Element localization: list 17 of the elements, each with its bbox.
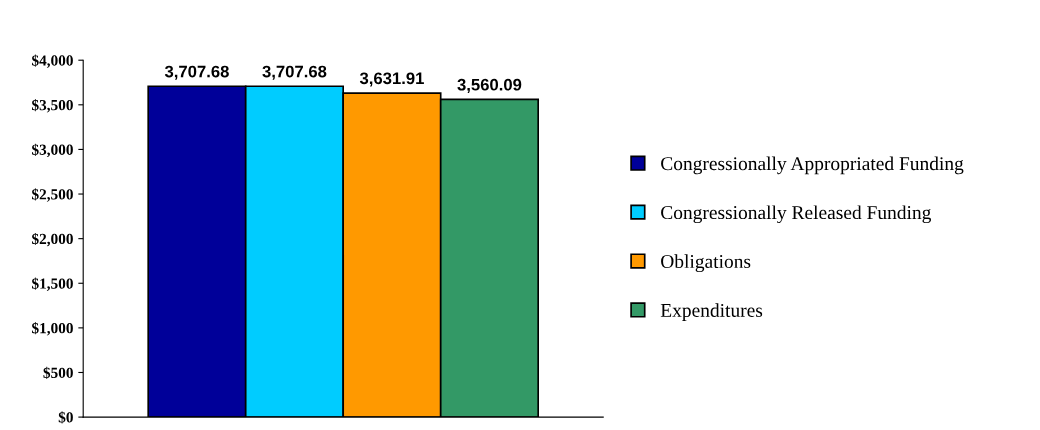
y-tick-label: $1,000 xyxy=(32,322,73,336)
y-tick-label: $500 xyxy=(43,366,73,379)
y-tick-label: $2,500 xyxy=(32,188,73,202)
data-label: 3,631.91 xyxy=(359,72,424,87)
data-label: 3,707.68 xyxy=(262,65,327,80)
data-label: 3,707.68 xyxy=(164,65,229,80)
legend-label: Expenditures xyxy=(660,303,763,321)
y-tick-label: $1,500 xyxy=(32,277,73,291)
legend-label: Congressionally Appropriated Funding xyxy=(661,156,964,175)
y-tick-label: $2,000 xyxy=(32,232,73,247)
legend-label: Congressionally Released Funding xyxy=(661,205,932,224)
data-label: 3,560.09 xyxy=(457,78,522,94)
y-tick-label: $4,000 xyxy=(32,54,73,68)
legend-label: Obligations xyxy=(661,254,751,273)
y-tick-label: $0 xyxy=(58,411,73,424)
y-tick-label: $3,500 xyxy=(32,99,73,113)
y-tick-label: $3,000 xyxy=(32,143,73,158)
